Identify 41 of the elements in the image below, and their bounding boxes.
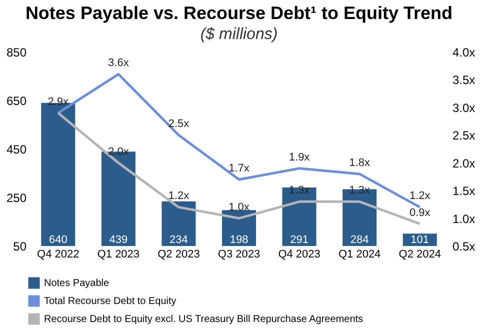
y2-tick-label: 2.0x — [452, 156, 476, 170]
y2-tick-label: 0.5x — [452, 240, 476, 254]
legend-label: Recourse Debt to Equity excl. US Treasury Bill Repurchase Agreements — [44, 314, 364, 325]
data-label: 640 — [48, 234, 68, 246]
x-tick-label: Q1 2023 — [97, 248, 140, 260]
y-tick-label: 50 — [13, 240, 27, 254]
y2-tick-label: 2.5x — [452, 128, 476, 143]
data-label: 0.9x — [409, 206, 431, 219]
x-tick-label: Q4 2022 — [37, 248, 80, 260]
data-label: 1.9x — [288, 151, 310, 164]
data-label: 1.2x — [409, 190, 431, 202]
y2-tick-label: 1.0x — [452, 212, 476, 226]
x-tick-label: Q1 2024 — [338, 248, 381, 260]
data-label: 2.5x — [168, 118, 190, 130]
y2-tick-label: 3.0x — [452, 100, 476, 115]
data-label: 1.7x — [228, 162, 250, 174]
y-tick-label: 450 — [6, 142, 27, 156]
data-label: 3.6x — [108, 57, 130, 70]
data-label: 1.8x — [349, 156, 370, 169]
x-tick-label: Q2 2024 — [398, 248, 441, 260]
y2-tick-label: 3.5x — [452, 73, 476, 88]
x-tick-label: Q4 2023 — [278, 248, 320, 260]
legend-label: Notes Payable — [44, 278, 110, 289]
y2-tick-label: 4.0x — [452, 46, 476, 60]
data-label: 291 — [290, 234, 308, 246]
x-tick-label: Q3 2023 — [218, 248, 260, 260]
data-label: 234 — [170, 234, 188, 246]
data-label: 198 — [230, 234, 248, 246]
y-tick-label: 850 — [6, 46, 27, 60]
data-label: 1.3x — [288, 184, 310, 197]
data-label: 284 — [350, 234, 369, 246]
legend-label: Total Recourse Debt to Equity — [44, 296, 176, 307]
y2-tick-label: 1.5x — [452, 184, 476, 198]
data-label: 1.2x — [168, 190, 190, 202]
chart-title: Notes Payable vs. Recourse Debt¹ to Equity Trend — [25, 3, 453, 23]
chart-subtitle: ($ millions) — [200, 26, 278, 43]
data-label: 439 — [109, 234, 128, 246]
y-tick-label: 250 — [6, 191, 27, 205]
y-tick-label: 650 — [6, 94, 27, 108]
x-tick-label: Q2 2023 — [158, 248, 200, 260]
data-label: 101 — [410, 234, 430, 246]
